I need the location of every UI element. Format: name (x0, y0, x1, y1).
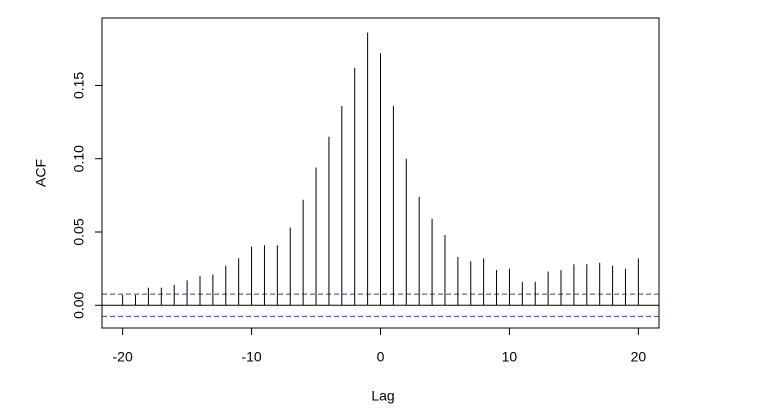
x-tick-label: 10 (502, 349, 518, 365)
x-axis-label: Lag (371, 388, 394, 404)
x-tick-label: 20 (631, 349, 647, 365)
y-axis-label: ACF (33, 159, 49, 187)
x-tick-label: 0 (377, 349, 385, 365)
y-tick-label: 0.05 (71, 218, 87, 245)
y-tick-label: 0.15 (71, 72, 87, 99)
x-tick-label: -10 (241, 349, 261, 365)
y-tick-label: 0.10 (71, 145, 87, 172)
x-tick-label: -20 (113, 349, 133, 365)
y-tick-label: 0.00 (71, 291, 87, 318)
